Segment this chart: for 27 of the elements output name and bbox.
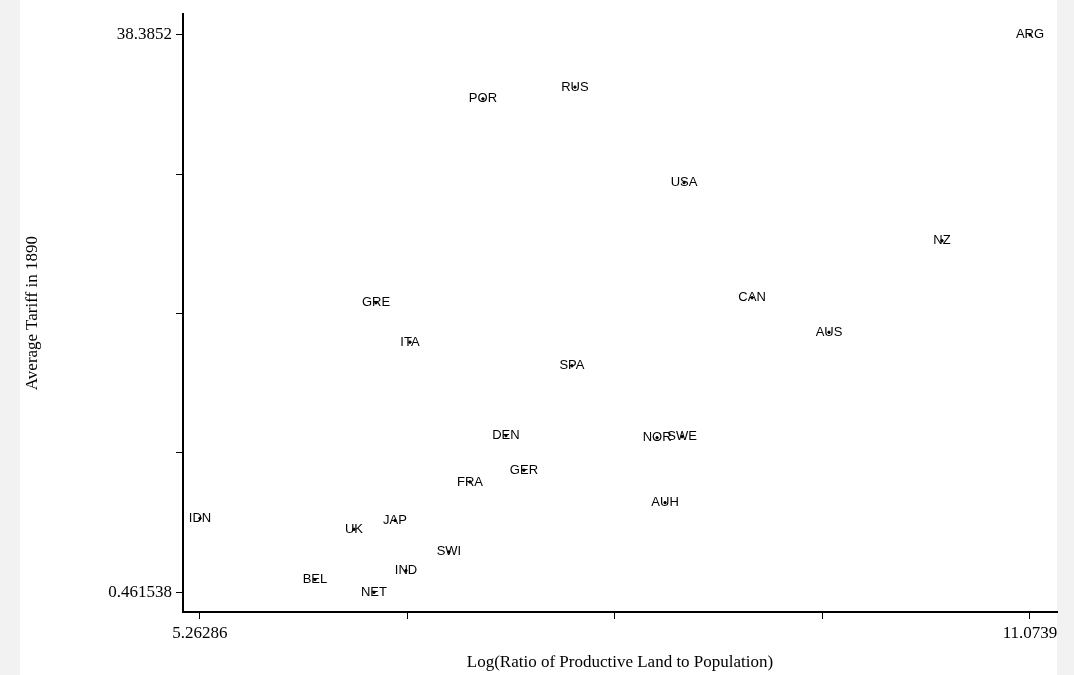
data-label: ARG bbox=[1015, 26, 1045, 42]
data-label: NZ bbox=[933, 232, 951, 248]
data-label: DEN bbox=[492, 427, 520, 443]
data-label: BEL bbox=[302, 571, 328, 587]
x-tick-label: 5.26286 bbox=[172, 622, 228, 642]
data-label: NET bbox=[360, 583, 388, 599]
data-label: GER bbox=[509, 461, 539, 477]
data-label: FRA bbox=[456, 473, 484, 489]
data-label: CAN bbox=[738, 289, 766, 305]
data-label: AUH bbox=[651, 494, 679, 510]
x-tick-label: 11.0739 bbox=[1002, 622, 1058, 642]
x-axis-title: Log(Ratio of Productive Land to Population) bbox=[466, 652, 774, 672]
data-label: POR bbox=[468, 90, 498, 106]
data-label: IDN bbox=[188, 509, 212, 525]
y-axis-title: Average Tariff in 1890 bbox=[21, 236, 41, 391]
data-label: GRE bbox=[361, 294, 391, 310]
data-label: ITA bbox=[400, 333, 420, 349]
data-label: IND bbox=[394, 562, 418, 578]
data-label: AUS bbox=[815, 323, 843, 339]
data-label: USA bbox=[670, 174, 698, 190]
data-label: SPA bbox=[559, 357, 585, 373]
y-tick-label: 38.3852 bbox=[116, 24, 172, 44]
data-label: JAP bbox=[383, 512, 407, 528]
y-tick-label: 0.461538 bbox=[108, 581, 172, 601]
data-label: SWI bbox=[436, 543, 462, 559]
data-label: UK bbox=[344, 520, 364, 536]
data-label: RUS bbox=[561, 78, 589, 94]
